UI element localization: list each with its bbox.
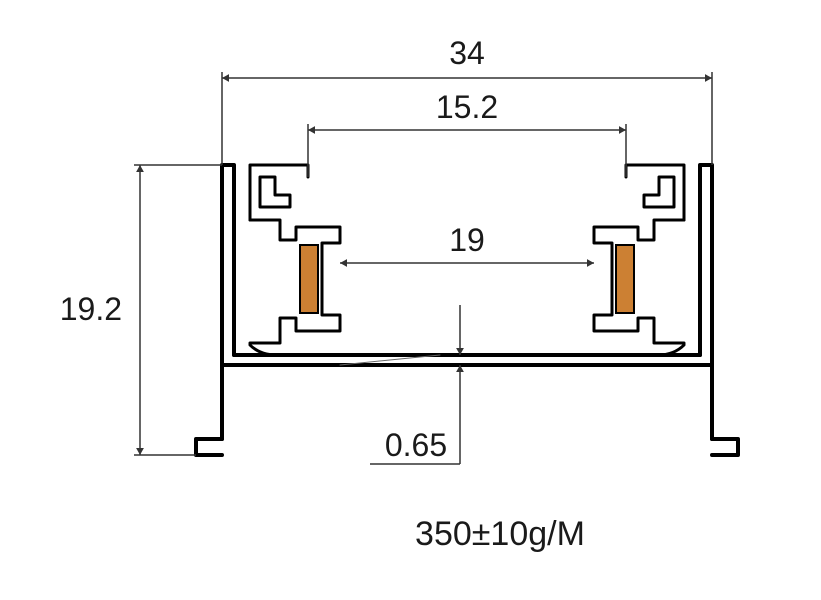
copper-left (300, 245, 318, 313)
dim-thickness: 0.65 (385, 427, 447, 463)
weight-label: 350±10g/M (415, 515, 585, 553)
dim-outer-width: 34 (449, 35, 485, 71)
dim-inner-mid: 19 (449, 222, 485, 258)
copper-right (616, 245, 634, 313)
dim-height: 19.2 (60, 291, 122, 327)
dim-inner-top: 15.2 (436, 89, 498, 125)
